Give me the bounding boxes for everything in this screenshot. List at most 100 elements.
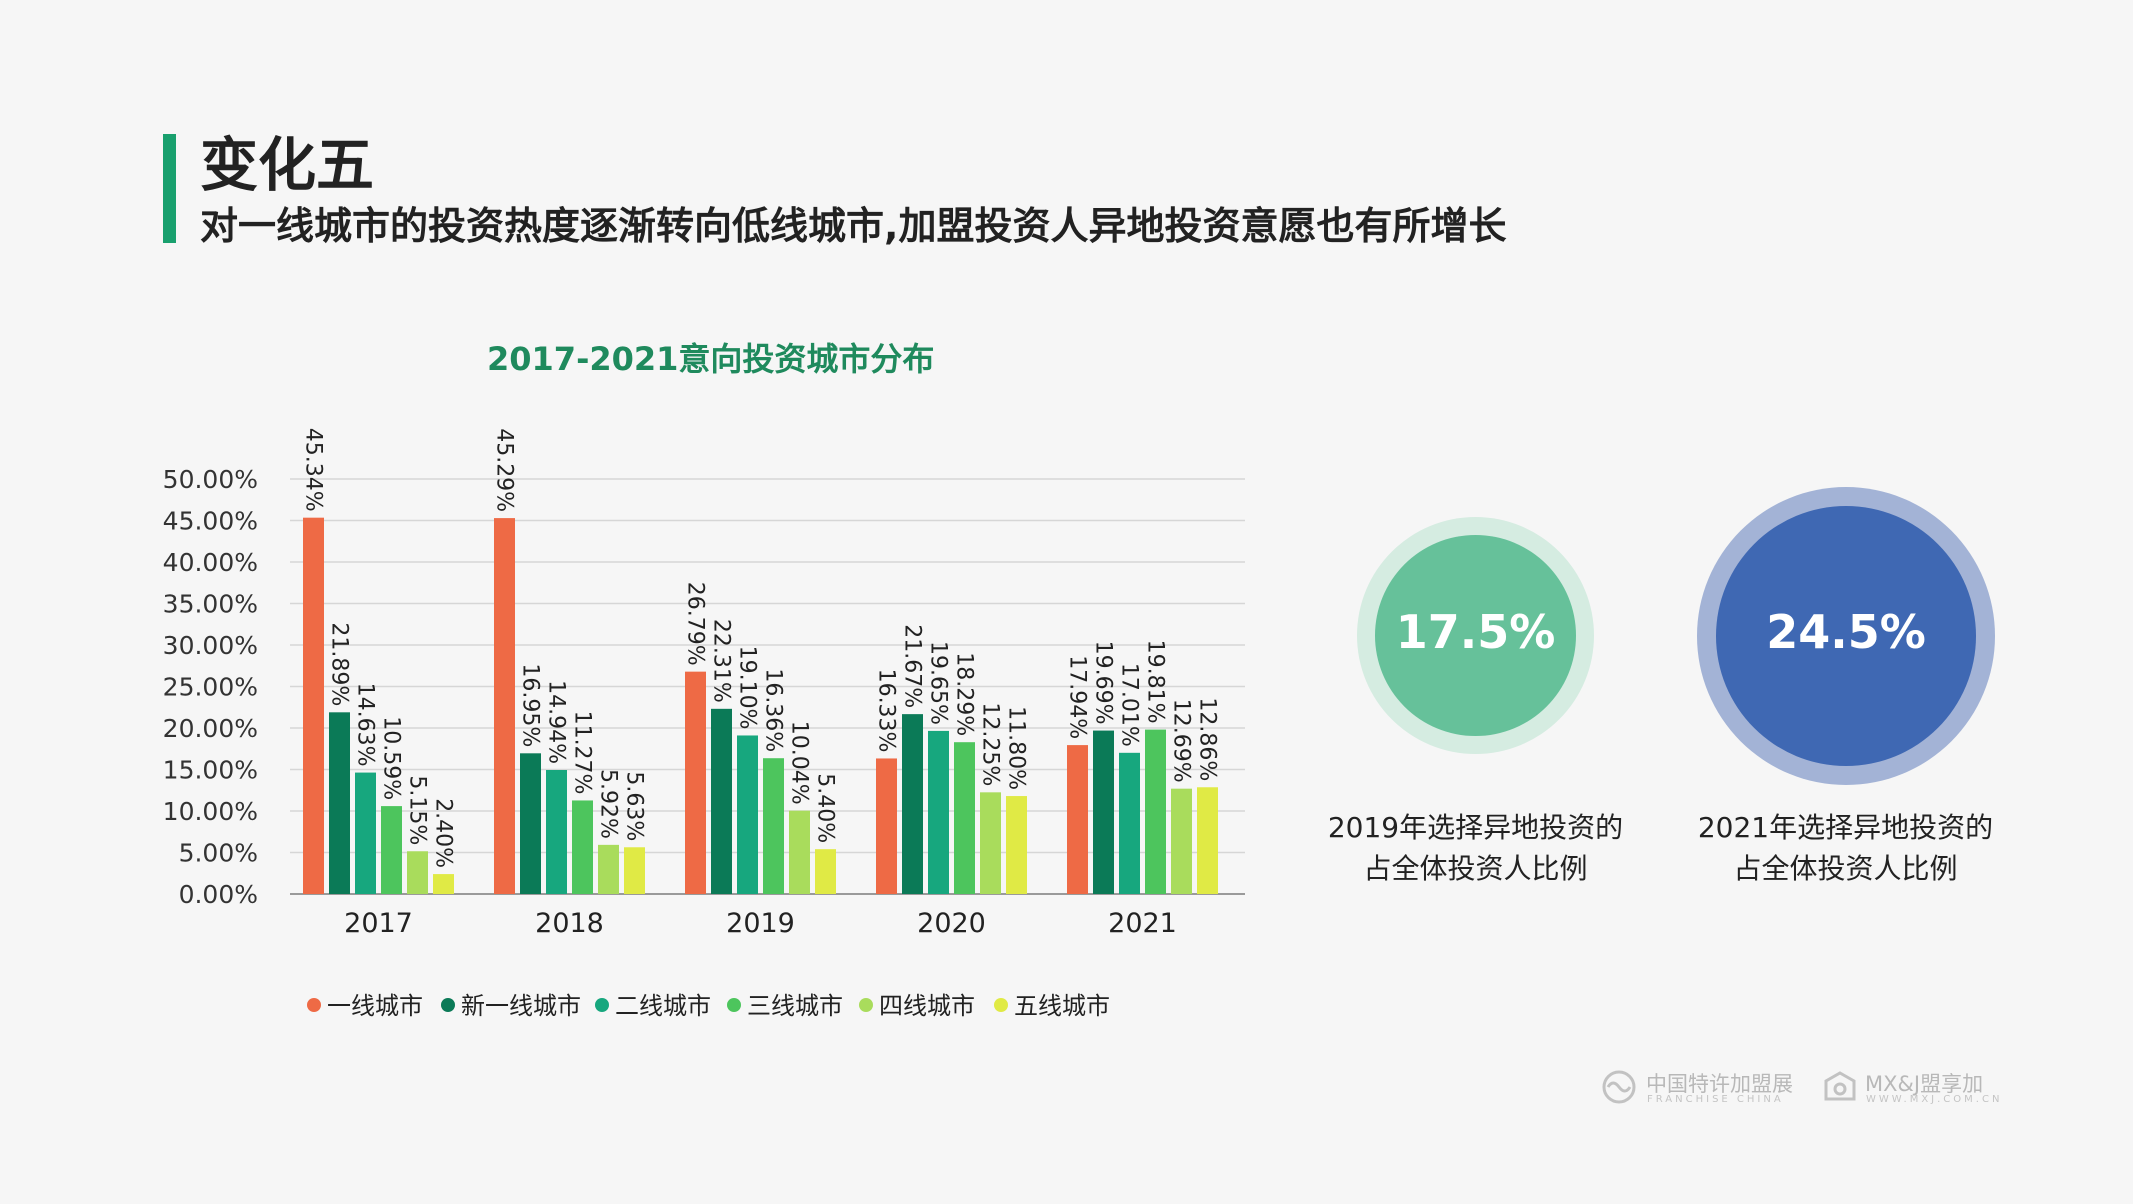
page-subtitle: 对一线城市的投资热度逐渐转向低线城市,加盟投资人异地投资意愿也有所增长 (200, 204, 1507, 248)
bar (433, 874, 454, 894)
y-tick-label: 25.00% (163, 673, 258, 702)
bar (685, 671, 706, 894)
bar (546, 769, 567, 894)
legend-label: 一线城市 (327, 992, 423, 1020)
bar (494, 518, 515, 894)
data-label: 26.79% (683, 582, 708, 666)
data-label: 2.40% (431, 798, 456, 868)
x-tick-label: 2017 (344, 908, 413, 939)
bar (303, 517, 324, 894)
data-label: 19.81% (1143, 640, 1168, 724)
bar (815, 849, 836, 894)
data-label: 45.34% (301, 428, 326, 512)
legend-swatch (859, 998, 873, 1012)
y-tick-label: 50.00% (163, 465, 258, 494)
y-tick-label: 10.00% (163, 797, 258, 826)
legend-label: 新一线城市 (461, 992, 581, 1020)
stat-2021: 24.5% 2021年选择异地投资的 占全体投资人比例 (1697, 487, 1995, 897)
data-label: 14.94% (544, 680, 569, 764)
stat-2019-caption-line1: 2019年选择异地投资的 (1327, 811, 1624, 844)
bar (1119, 752, 1140, 894)
bar (876, 758, 897, 894)
data-label: 5.63% (622, 771, 647, 841)
data-label: 5.15% (405, 775, 430, 845)
bar (711, 708, 732, 894)
y-tick-label: 5.00% (179, 839, 258, 868)
data-label: 12.86% (1195, 697, 1220, 781)
legend-swatch (441, 998, 455, 1012)
bar (763, 758, 784, 894)
legend-label: 四线城市 (879, 992, 975, 1020)
data-label: 5.40% (813, 773, 838, 843)
stat-2019-value: 17.5% (1395, 605, 1556, 659)
stat-2021-value: 24.5% (1766, 605, 1926, 659)
page-title: 变化五 (200, 131, 375, 199)
footer-logos: 中国特许加盟展 FRANCHISE CHINA MX&J盟享加 WWW.MXJ.… (1600, 1066, 2000, 1106)
bar (980, 792, 1001, 894)
bar (737, 735, 758, 894)
stat-2021-caption-line2: 占全体投资人比例 (1733, 852, 1958, 885)
data-label: 12.69% (1169, 699, 1194, 783)
bar (1197, 787, 1218, 894)
bar (902, 714, 923, 894)
bar (572, 800, 593, 894)
data-label: 19.65% (926, 641, 951, 725)
bar (954, 742, 975, 894)
y-tick-label: 30.00% (163, 631, 258, 660)
stat-2019-caption: 2019年选择异地投资的 占全体投资人比例 (1297, 807, 1654, 889)
data-label: 14.63% (353, 683, 378, 767)
bar (789, 810, 810, 894)
stat-2021-caption-line1: 2021年选择异地投资的 (1697, 811, 1994, 844)
chart-title: 2017-2021意向投资城市分布 (487, 340, 934, 378)
data-label: 19.69% (1091, 641, 1116, 725)
bar (928, 730, 949, 894)
data-label: 45.29% (492, 428, 517, 512)
legend-swatch (307, 998, 321, 1012)
stat-2021-inner-circle (1716, 506, 1976, 766)
bar (624, 847, 645, 894)
bar (1093, 730, 1114, 894)
bar (1006, 796, 1027, 894)
y-tick-label: 15.00% (163, 756, 258, 785)
data-label: 11.27% (570, 711, 595, 795)
bar (329, 712, 350, 894)
bar (520, 753, 541, 894)
legend-label: 五线城市 (1014, 992, 1110, 1020)
logo1-subtitle: FRANCHISE CHINA (1647, 1094, 1784, 1105)
bar (1171, 788, 1192, 894)
franchise-china-logo-icon (1602, 1070, 1636, 1104)
y-tick-label: 40.00% (163, 548, 258, 577)
data-label: 11.80% (1004, 706, 1029, 790)
data-label: 17.01% (1117, 663, 1142, 747)
logo2-subtitle: WWW.MXJ.COM.CN (1866, 1094, 2003, 1105)
y-tick-label: 35.00% (163, 590, 258, 619)
data-label: 22.31% (709, 619, 734, 703)
bar (381, 806, 402, 894)
legend-swatch (595, 998, 609, 1012)
legend-swatch (994, 998, 1008, 1012)
y-tick-label: 45.00% (163, 507, 258, 536)
bar (1067, 745, 1088, 894)
data-label: 18.29% (952, 652, 977, 736)
data-label: 21.89% (327, 622, 352, 706)
bar (1145, 729, 1166, 894)
data-label: 16.33% (874, 669, 899, 753)
accent-bar (163, 134, 176, 243)
data-label: 17.94% (1065, 655, 1090, 739)
logo2-name: MX&J盟享加 (1865, 1072, 1984, 1096)
data-label: 5.92% (596, 769, 621, 839)
legend-label: 二线城市 (615, 992, 711, 1020)
data-label: 21.67% (900, 624, 925, 708)
y-tick-label: 20.00% (163, 714, 258, 743)
x-tick-label: 2020 (917, 908, 986, 939)
y-tick-label: 0.00% (179, 880, 258, 909)
stat-2019: 17.5% 2019年选择异地投资的 占全体投资人比例 (1328, 517, 1623, 897)
data-label: 10.04% (787, 721, 812, 805)
stat-2021-caption: 2021年选择异地投资的 占全体投资人比例 (1667, 807, 2024, 889)
mxj-logo-icon (1824, 1071, 1856, 1101)
logo1-name: 中国特许加盟展 (1646, 1072, 1793, 1096)
x-tick-label: 2018 (535, 908, 604, 939)
data-label: 16.95% (518, 663, 543, 747)
